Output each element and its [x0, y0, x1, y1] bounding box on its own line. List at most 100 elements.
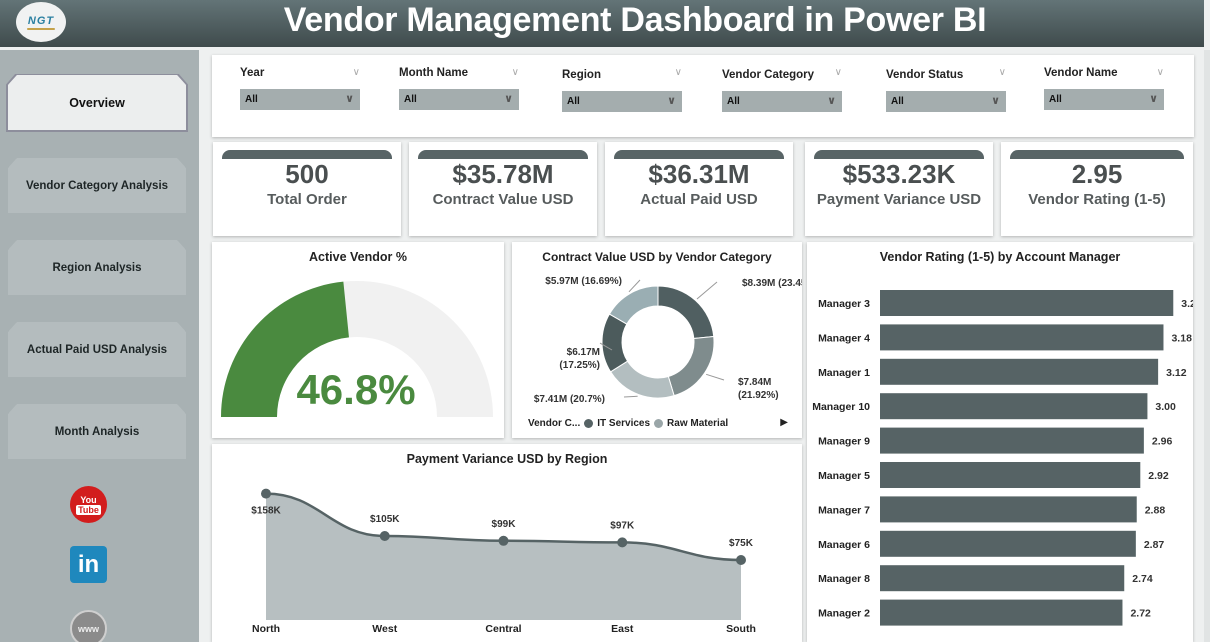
chevron-down-icon[interactable]: ∨	[834, 67, 842, 78]
kpi-card-payment-variance: $533.23K Payment Variance USD	[805, 142, 993, 236]
nav-actual-paid-usd-analysis[interactable]: Actual Paid USD Analysis	[8, 322, 186, 377]
linkedin-icon[interactable]: in	[70, 546, 107, 583]
data-point[interactable]	[498, 535, 509, 546]
filter-label: Month Name	[399, 67, 468, 79]
kpi-cap	[222, 150, 392, 159]
data-label: $99K	[492, 519, 517, 530]
vendor-category-dropdown[interactable]: All ∨	[722, 91, 842, 112]
legend-item-it-services[interactable]: IT Services	[597, 418, 651, 429]
bar-category-label: Manager 9	[818, 436, 870, 448]
bar-category-label: Manager 5	[818, 470, 870, 482]
nav-month-analysis[interactable]: Month Analysis	[8, 404, 186, 459]
kpi-label: Actual Paid USD	[640, 191, 758, 208]
bar-category-label: Manager 2	[818, 608, 870, 620]
legend-next-arrow-icon[interactable]: ▶	[780, 417, 788, 428]
kpi-cap	[418, 150, 588, 159]
bar[interactable]	[880, 565, 1125, 592]
kpi-card-vendor-rating: 2.95 Vendor Rating (1-5)	[1001, 142, 1193, 236]
bar[interactable]	[880, 393, 1148, 420]
data-point[interactable]	[261, 488, 271, 499]
chart-title: Contract Value USD by Vendor Category	[542, 250, 772, 264]
bar[interactable]	[880, 290, 1174, 316]
active-vendor-gauge-panel: Active Vendor % 46.8%	[212, 242, 504, 438]
chevron-down-icon[interactable]: ∨	[352, 67, 360, 78]
bar-category-label: Manager 1	[818, 367, 870, 379]
nav-label: Month Analysis	[54, 425, 140, 438]
bar-value-label: 2.88	[1145, 504, 1166, 516]
bar-value-label: 3.12	[1166, 367, 1187, 379]
kpi-cap	[1010, 150, 1184, 159]
filter-bar: Year ∨ All ∨ Month Name ∨ All ∨ Region ∨ A…	[212, 55, 1194, 137]
bar-value-label: 2.87	[1144, 539, 1165, 551]
vendor-name-dropdown[interactable]: All ∨	[1044, 89, 1164, 110]
x-axis-label: North	[252, 623, 280, 635]
filter-year: Year ∨ All ∨	[240, 67, 360, 110]
year-dropdown[interactable]: All ∨	[240, 89, 360, 110]
bar-category-label: Manager 8	[818, 573, 870, 585]
bar-value-label: 2.92	[1148, 470, 1169, 482]
donut-legend: Vendor C... IT Services Raw Material	[528, 418, 728, 429]
x-axis-label: East	[611, 623, 634, 635]
nav-label: Actual Paid USD Analysis	[26, 343, 168, 356]
youtube-tube-text: Tube	[76, 504, 101, 515]
donut-data-label: (21.92%)	[738, 390, 779, 401]
legend-item-raw-material[interactable]: Raw Material	[667, 418, 729, 429]
data-point[interactable]	[736, 555, 746, 565]
bar-value-label: 2.96	[1152, 436, 1173, 448]
chevron-down-icon[interactable]: ∨	[511, 67, 519, 78]
bar[interactable]	[880, 324, 1164, 351]
legend-dot-raw-material	[654, 419, 664, 428]
contract-value-donut-panel: Contract Value USD by Vendor Category $8…	[512, 242, 802, 438]
nav-overview[interactable]: Overview	[8, 75, 186, 130]
vendor-status-dropdown[interactable]: All ∨	[886, 91, 1006, 112]
filter-region: Region ∨ All ∨	[562, 67, 682, 112]
donut-slice[interactable]	[608, 285, 659, 325]
sidebar: Overview Vendor Category Analysis Region…	[0, 50, 199, 642]
month-name-dropdown[interactable]: All ∨	[399, 89, 519, 110]
bar[interactable]	[880, 462, 1141, 488]
chevron-down-icon[interactable]: ∨	[998, 67, 1006, 78]
chevron-down-icon[interactable]: ∨	[674, 67, 682, 78]
area-chart: $158K North $105K West $99K Central $97K East $7…	[251, 488, 756, 635]
kpi-label: Total Order	[267, 191, 347, 208]
donut-data-label: $5.97M (16.69%)	[545, 276, 622, 287]
donut-slice[interactable]	[667, 336, 715, 397]
kpi-label: Contract Value USD	[432, 191, 574, 208]
kpi-label: Vendor Rating (1-5)	[1028, 191, 1166, 208]
bar-value-label: 2.74	[1132, 573, 1153, 585]
region-dropdown[interactable]: All ∨	[562, 91, 682, 112]
nav-region-analysis[interactable]: Region Analysis	[8, 240, 186, 295]
logo-text: NGT	[27, 14, 55, 27]
company-logo: NGT	[16, 2, 66, 42]
scrollbar[interactable]	[1204, 50, 1210, 642]
kpi-label: Payment Variance USD	[816, 191, 982, 208]
data-point[interactable]	[617, 537, 628, 548]
chevron-down-icon[interactable]: ∨	[1156, 67, 1164, 78]
bar[interactable]	[880, 599, 1123, 626]
bar[interactable]	[880, 358, 1159, 385]
bar[interactable]	[880, 530, 1136, 557]
bar-category-label: Manager 4	[818, 332, 870, 344]
bar-value-label: 3.29	[1181, 298, 1193, 310]
donut-slice[interactable]	[609, 360, 675, 399]
kpi-card-total-order: 500 Total Order	[213, 142, 401, 236]
youtube-text: You	[80, 494, 97, 505]
chart-title: Vendor Rating (1-5) by Account Manager	[879, 250, 1121, 264]
donut-slice[interactable]	[657, 285, 715, 340]
donut-data-label: $7.84M	[738, 377, 771, 388]
x-axis-label: South	[726, 623, 756, 635]
chevron-down-icon: ∨	[1149, 93, 1158, 105]
bar-value-label: 3.18	[1171, 332, 1192, 344]
bar[interactable]	[880, 496, 1137, 523]
nav-vendor-category-analysis[interactable]: Vendor Category Analysis	[8, 158, 186, 213]
data-point[interactable]	[379, 531, 390, 541]
gauge-value: 46.8%	[296, 366, 415, 413]
nav-label: Overview	[69, 95, 125, 110]
bar[interactable]	[880, 427, 1144, 454]
bar-category-label: Manager 6	[818, 539, 870, 551]
website-globe-icon[interactable]: www	[70, 610, 107, 642]
donut-data-label: $8.39M (23.45%)	[742, 278, 802, 289]
donut-data-label: (17.25%)	[559, 360, 600, 371]
filter-label: Vendor Category	[722, 69, 815, 81]
youtube-icon[interactable]: You Tube	[70, 486, 107, 523]
